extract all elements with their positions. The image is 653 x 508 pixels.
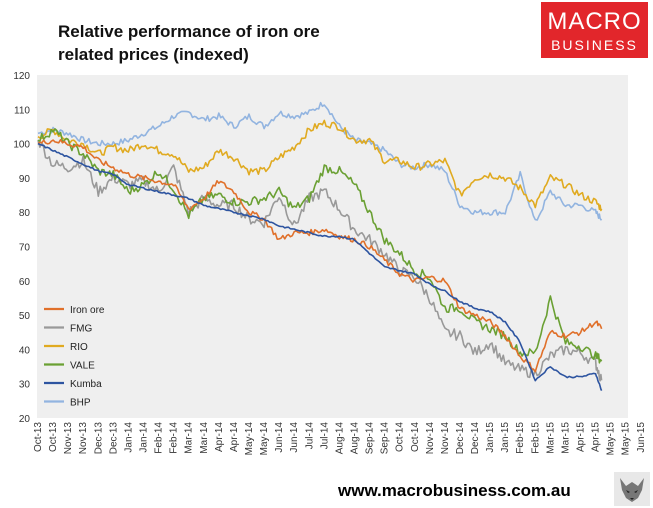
logo-line2: BUSINESS	[551, 37, 638, 53]
x-tick-label: Jul-14	[304, 422, 315, 450]
y-tick-label: 80	[19, 208, 31, 219]
x-tick-label: Oct-13	[33, 422, 44, 452]
x-tick-label: Mar-14	[184, 422, 195, 454]
y-tick-label: 90	[19, 174, 31, 185]
x-tick-label: Oct-14	[395, 422, 406, 452]
x-tick-label: Jan-14	[138, 422, 149, 453]
x-tick-label: Mar-14	[199, 422, 210, 454]
x-tick-label: Apr-15	[576, 422, 587, 452]
series-line-vale	[37, 128, 603, 364]
x-tick-label: May-15	[606, 422, 617, 456]
x-tick-label: May-14	[259, 422, 270, 456]
x-tick-label: May-14	[244, 422, 255, 456]
x-tick-label: Nov-13	[63, 422, 74, 455]
plot-area	[37, 75, 628, 418]
x-tick-label: Apr-14	[214, 422, 225, 452]
series-line-fmg	[37, 139, 603, 382]
y-tick-label: 50	[19, 311, 31, 322]
chart-title: Relative performance of iron ore related…	[58, 20, 418, 66]
x-tick-label: Jan-14	[123, 422, 134, 453]
x-tick-label: Aug-14	[349, 422, 360, 455]
x-tick-label: Sep-14	[365, 422, 376, 455]
x-tick-label: Dec-13	[93, 422, 104, 455]
y-tick-label: 40	[19, 345, 31, 356]
legend-label-iron-ore: Iron ore	[70, 305, 105, 316]
x-tick-label: Apr-14	[229, 422, 240, 452]
x-tick-label: Feb-14	[154, 422, 165, 454]
chart-title-line2: related prices (indexed)	[58, 45, 249, 64]
y-tick-label: 30	[19, 380, 31, 391]
y-tick-label: 70	[19, 243, 31, 254]
line-chart: 20 30 40 50 60 70 80 90 100 110 120 Oct-13 Oct-13 Nov…	[13, 71, 647, 456]
x-tick-label: Oct-14	[410, 422, 421, 452]
logo-line1: MACRO	[547, 8, 642, 35]
legend-label-fmg: FMG	[70, 324, 92, 335]
series-line-kumba	[37, 142, 603, 391]
legend-label-rio: RIO	[70, 342, 88, 353]
x-tick-label: Nov-14	[440, 422, 451, 455]
footer-url: www.macrobusiness.com.au	[338, 481, 571, 500]
series-line-iron-ore	[37, 138, 603, 373]
y-tick-label: 110	[14, 105, 30, 116]
x-tick-label: Feb-15	[515, 422, 526, 454]
y-tick-label: 100	[13, 140, 30, 151]
x-tick-label: Mar-15	[545, 422, 556, 454]
y-tick-label: 20	[19, 414, 31, 425]
x-tick-label: Dec-14	[455, 422, 466, 455]
x-tick-label: Jun-15	[636, 422, 647, 453]
x-tick-label: Nov-13	[78, 422, 89, 455]
x-tick-label: Mar-15	[560, 422, 571, 454]
legend-label-kumba: Kumba	[70, 379, 102, 390]
x-tick-label: Nov-14	[425, 422, 436, 455]
x-tick-label: Jan-15	[500, 422, 511, 453]
x-tick-label: Jun-14	[289, 422, 300, 453]
x-tick-label: Feb-15	[530, 422, 541, 454]
y-tick-label: 120	[13, 71, 30, 82]
y-tick-label: 60	[19, 277, 31, 288]
x-tick-label: Dec-14	[470, 422, 481, 455]
wolf-logo-icon	[614, 472, 650, 506]
x-tick-label: Jul-14	[319, 422, 330, 450]
x-tick-label: Dec-13	[108, 422, 119, 455]
legend-label-vale: VALE	[70, 361, 95, 372]
x-tick-label: Jun-14	[274, 422, 285, 453]
x-tick-label: May-15	[621, 422, 632, 456]
series-line-rio	[37, 119, 603, 212]
x-tick-label: Oct-13	[48, 422, 59, 452]
x-tick-label: Sep-14	[380, 422, 391, 455]
x-tick-label: Feb-14	[169, 422, 180, 454]
chart-title-line1: Relative performance of iron ore	[58, 22, 320, 41]
x-tick-label: Aug-14	[334, 422, 345, 455]
macrobusiness-logo: MACRO BUSINESS	[541, 2, 648, 58]
x-tick-label: Jan-15	[485, 422, 496, 453]
x-tick-label: Apr-15	[591, 422, 602, 452]
legend-label-bhp: BHP	[70, 398, 91, 409]
